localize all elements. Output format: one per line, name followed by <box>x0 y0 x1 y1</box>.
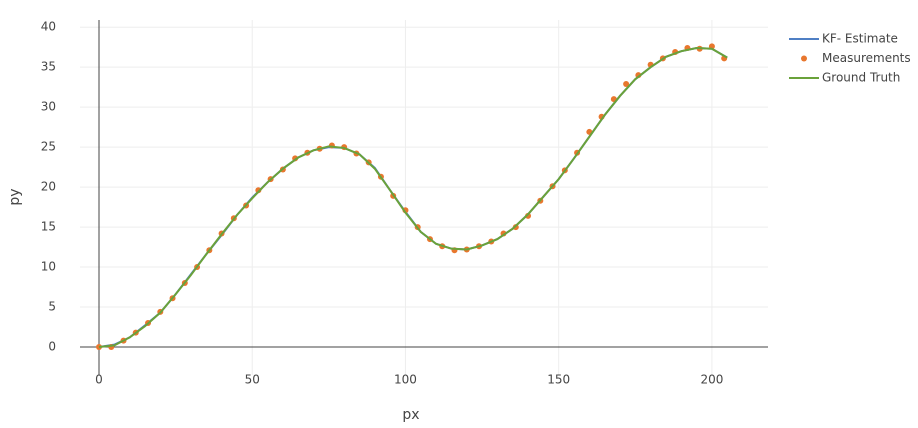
measurement-point <box>623 80 630 87</box>
series-line <box>98 46 728 349</box>
x-tick-label: 50 <box>245 373 260 387</box>
legend-label: KF- Estimate <box>822 32 898 46</box>
x-tick-label: 100 <box>394 373 417 387</box>
y-tick-label: 15 <box>41 220 56 234</box>
x-tick-label: 200 <box>700 373 723 387</box>
legend-swatch <box>801 55 807 62</box>
legend-label: Ground Truth <box>822 71 900 85</box>
y-axis-label: py <box>7 188 23 205</box>
y-tick-label: 20 <box>41 180 56 194</box>
series-line <box>98 46 728 349</box>
y-tick-label: 30 <box>41 100 56 114</box>
x-tick-label: 150 <box>547 373 570 387</box>
y-tick-label: 5 <box>48 300 56 314</box>
y-tick-label: 35 <box>41 60 56 74</box>
legend-label: Measurements <box>822 51 911 65</box>
y-tick-label: 40 <box>41 20 56 34</box>
measurement-point <box>255 187 262 194</box>
y-tick-label: 25 <box>41 140 56 154</box>
x-tick-label: 0 <box>95 373 103 387</box>
y-tick-label: 0 <box>48 340 56 354</box>
y-tick-label: 10 <box>41 260 56 274</box>
x-axis-label: px <box>402 407 419 423</box>
